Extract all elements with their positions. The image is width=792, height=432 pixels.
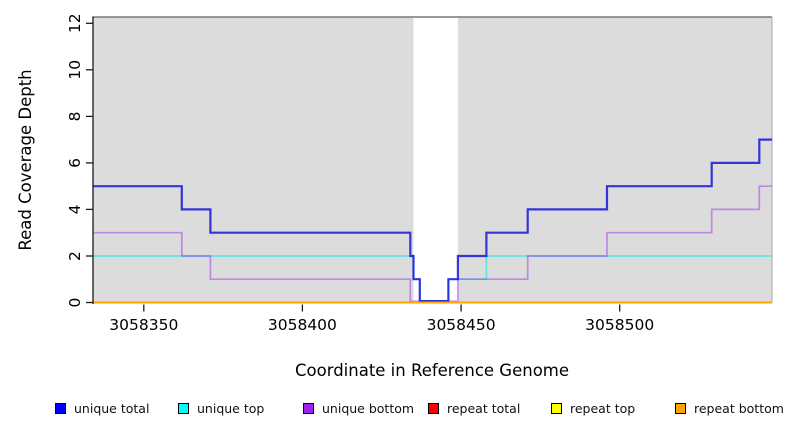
plot-shaded-regions xyxy=(93,17,772,304)
legend-label: unique top xyxy=(197,400,265,416)
legend-label: unique total xyxy=(74,400,150,416)
series-line-unique-total xyxy=(93,138,772,303)
unique-bottom-swatch-icon xyxy=(303,402,314,414)
repeat-bottom-swatch-icon xyxy=(675,402,686,414)
y-tick-label: 12 xyxy=(66,13,84,33)
shaded-region-0 xyxy=(93,17,414,304)
legend-label: repeat top xyxy=(570,400,636,416)
legend-item-unique-bottom: unique bottom xyxy=(303,397,414,419)
plot-series xyxy=(93,138,772,304)
legend-label: unique bottom xyxy=(322,400,415,416)
shaded-region-1 xyxy=(457,17,772,304)
series-line-unique-bottom xyxy=(93,185,772,302)
legend-label: repeat total xyxy=(447,400,521,416)
repeat-top-swatch-icon xyxy=(551,402,562,414)
x-tick-label: 3058500 xyxy=(585,316,654,334)
unique-total-swatch-icon xyxy=(55,402,66,414)
y-tick-label: 4 xyxy=(66,204,84,214)
legend-label: repeat bottom xyxy=(694,400,784,416)
coverage-plot: 0 2 4 6 8 10 12 3058350 3058400 3058450 3058500 Re… xyxy=(16,13,773,380)
y-tick-label: 10 xyxy=(66,60,84,80)
y-tick-label: 8 xyxy=(66,111,84,121)
legend-item-unique-total: unique total xyxy=(55,397,149,419)
x-tick-label: 3058400 xyxy=(268,316,337,334)
y-tick-label: 2 xyxy=(66,251,84,261)
legend-item-repeat-bottom: repeat bottom xyxy=(675,397,784,419)
legend-item-unique-top: unique top xyxy=(178,397,264,419)
y-tick-label: 6 xyxy=(66,158,84,168)
legend-item-repeat-top: repeat top xyxy=(551,397,635,419)
repeat-total-swatch-icon xyxy=(428,402,439,414)
legend: unique total unique top unique bottom re… xyxy=(0,397,792,419)
plot-axes: 0 2 4 6 8 10 12 3058350 3058400 3058450 3058500 xyxy=(66,13,654,334)
y-tick-label: 0 xyxy=(66,298,84,308)
unique-top-swatch-icon xyxy=(178,402,189,414)
y-axis-label: Read Coverage Depth xyxy=(16,69,35,250)
x-axis-label: Coordinate in Reference Genome xyxy=(295,361,569,380)
legend-item-repeat-total: repeat total xyxy=(428,397,520,419)
x-tick-label: 3058450 xyxy=(427,316,496,334)
x-tick-label: 3058350 xyxy=(109,316,178,334)
